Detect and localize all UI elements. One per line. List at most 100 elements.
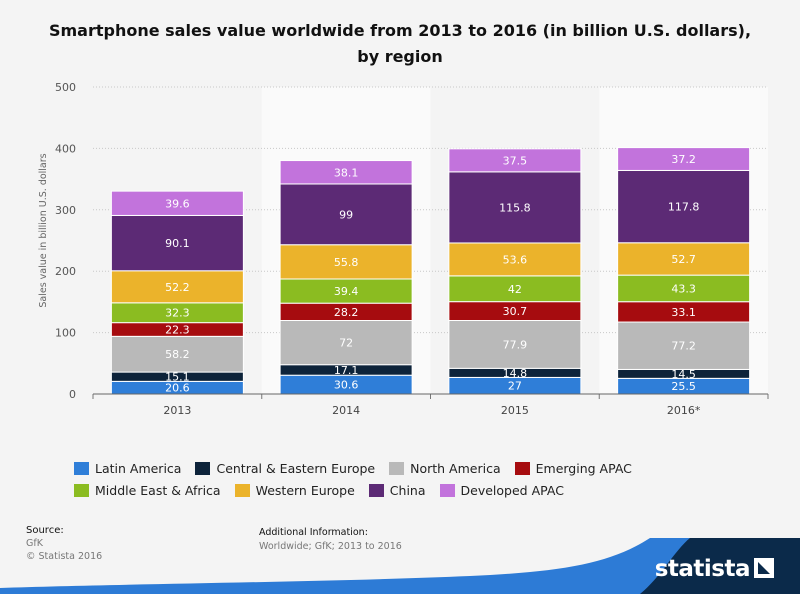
y-tick-label: 0 (69, 388, 76, 401)
bar-data-label: 37.2 (671, 153, 696, 166)
bar-segment (279, 320, 413, 366)
bar-data-label: 15.1 (165, 371, 190, 384)
bar-segment (448, 242, 582, 277)
bar-segment (448, 171, 582, 244)
x-tick-label: 2014 (332, 404, 360, 417)
legend-swatch (389, 462, 405, 475)
bar-data-label: 22.3 (165, 323, 190, 336)
bar-data-label: 99 (339, 208, 353, 221)
additional-info-label: Additional Information: (259, 527, 368, 538)
bar-data-label: 37.5 (503, 154, 528, 167)
bar-segment (279, 183, 413, 246)
legend-label: Emerging APAC (535, 461, 632, 476)
legend-swatch (74, 484, 89, 497)
legend-swatch (74, 462, 89, 475)
legend-swatch (195, 462, 211, 475)
statista-logo-text[interactable]: statista (654, 556, 751, 582)
chart-title-line-1: Smartphone sales value worldwide from 20… (48, 21, 752, 40)
source-block: Source: GfK © Statista 2016 (26, 525, 102, 562)
bar-data-label: 39.4 (334, 285, 359, 298)
bar-data-label: 58.2 (165, 348, 190, 361)
bar-data-label: 30.7 (503, 305, 528, 318)
legend-item[interactable]: China (368, 482, 426, 499)
bar-data-label: 20.6 (165, 382, 190, 395)
legend-item[interactable]: Central & Eastern Europe (195, 460, 375, 477)
legend-label: Developed APAC (460, 483, 564, 498)
y-tick-label: 200 (55, 265, 76, 278)
additional-info-block: Additional Information: Worldwide; GfK; … (259, 527, 402, 552)
bar-segment (110, 335, 244, 373)
y-axis-label: Sales value in billion U.S. dollars (38, 153, 49, 307)
y-tick-label: 100 (55, 327, 76, 340)
bar-data-label: 43.3 (671, 282, 696, 295)
copyright-text: © Statista 2016 (26, 551, 103, 562)
bar-segment (448, 275, 582, 303)
legend-swatch (514, 462, 530, 475)
bar-segment (448, 148, 582, 173)
legend-item[interactable]: North America (389, 460, 501, 477)
x-tick-label: 2013 (163, 404, 191, 417)
legend-label: Central & Eastern Europe (216, 461, 376, 476)
bar-data-label: 117.8 (668, 201, 700, 214)
statista-logo-icon[interactable] (754, 558, 774, 578)
bar-segment (279, 160, 413, 185)
bar-segment (617, 242, 751, 276)
bar-data-label: 28.2 (334, 306, 359, 319)
bar-segment (617, 321, 751, 370)
legend-item[interactable]: Developed APAC (439, 482, 564, 499)
legend-label: Middle East & Africa (95, 483, 221, 498)
bar-data-label: 77.2 (671, 340, 696, 353)
x-tick-label: 2015 (501, 404, 529, 417)
legend-item[interactable]: Middle East & Africa (74, 482, 221, 499)
bar-data-label: 115.8 (499, 201, 531, 214)
bar-data-label: 90.1 (165, 237, 190, 250)
bar-data-label: 52.7 (671, 253, 696, 266)
bar-data-label: 55.8 (334, 256, 359, 269)
brand-accent-wave (0, 538, 800, 594)
legend-item[interactable]: Latin America (74, 460, 181, 477)
brand-footer-banner (0, 538, 800, 594)
bar-segment (617, 169, 751, 244)
bar-segment (110, 270, 244, 304)
legend-item[interactable]: Emerging APAC (514, 460, 632, 477)
legend-item[interactable]: Western Europe (234, 482, 355, 499)
bar-data-label: 33.1 (671, 306, 696, 319)
bar-data-label: 72 (339, 337, 353, 350)
legend-label: Western Europe (255, 483, 355, 498)
bar-data-label: 32.3 (165, 307, 190, 320)
brand-dark-wave (640, 538, 800, 594)
bar-data-label: 42 (508, 283, 522, 296)
source-value: GfK (26, 538, 43, 549)
bar-segment (617, 274, 751, 303)
bar-segment (448, 320, 582, 369)
legend-label: Latin America (95, 461, 182, 476)
legend-swatch (439, 484, 455, 497)
bar-segment (617, 147, 751, 171)
bar-segment (279, 278, 413, 304)
legend-label: China (389, 483, 426, 498)
y-tick-label: 500 (55, 81, 76, 94)
chart-plot: 0 100 200 300 400 500 Sales value in billion U… (38, 81, 769, 417)
bar-data-label: 14.5 (671, 368, 696, 381)
chart-title: Smartphone sales value worldwide from 20… (40, 18, 760, 70)
source-label: Source: (26, 525, 64, 536)
bar-data-label: 38.1 (334, 166, 359, 179)
bar-data-label: 27 (508, 380, 522, 393)
bar-segment (110, 214, 244, 272)
chart-title-line-2: by region (357, 47, 443, 66)
y-tick-label: 300 (55, 204, 76, 217)
additional-info-value: Worldwide; GfK; 2013 to 2016 (259, 541, 402, 552)
bar-data-label: 77.9 (503, 338, 528, 351)
bar-segment (110, 190, 244, 216)
chart-legend: Latin America Central & Eastern Europe Nor… (74, 460, 764, 499)
x-tick-label: 2016* (667, 404, 701, 417)
bar-data-label: 14.8 (503, 367, 528, 380)
legend-swatch (368, 484, 384, 497)
bar-data-label: 53.6 (503, 253, 528, 266)
bar-data-label: 30.6 (334, 379, 359, 392)
bar-data-label: 17.1 (334, 364, 359, 377)
legend-label: North America (410, 461, 501, 476)
legend-swatch (234, 484, 250, 497)
bar-data-label: 25.5 (671, 380, 696, 393)
bar-data-label: 52.2 (165, 281, 190, 294)
